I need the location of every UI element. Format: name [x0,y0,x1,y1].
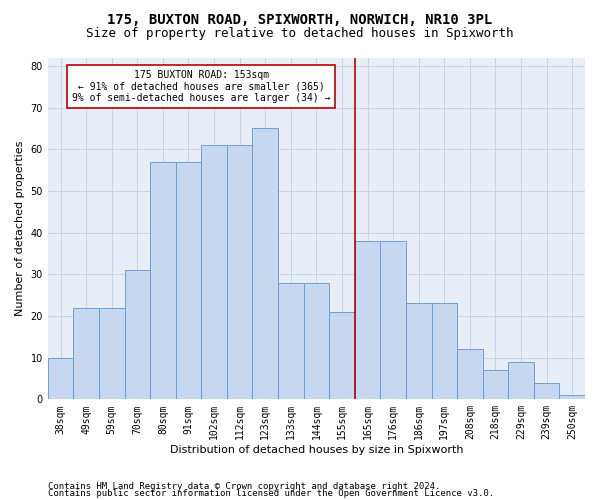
Bar [48,358,73,400]
Bar [559,395,585,400]
Bar [431,304,457,400]
Bar [508,362,534,400]
Bar [304,282,329,400]
Bar [125,270,150,400]
Bar [380,241,406,400]
Bar [355,241,380,400]
Text: Size of property relative to detached houses in Spixworth: Size of property relative to detached ho… [86,28,514,40]
Bar [227,145,253,400]
Bar [406,304,431,400]
Bar [329,312,355,400]
Bar [150,162,176,400]
Bar [201,145,227,400]
Bar [73,308,99,400]
Bar [457,350,482,400]
Bar [176,162,201,400]
Text: Contains HM Land Registry data © Crown copyright and database right 2024.: Contains HM Land Registry data © Crown c… [48,482,440,491]
Bar [99,308,125,400]
Bar [278,282,304,400]
Text: 175 BUXTON ROAD: 153sqm
← 91% of detached houses are smaller (365)
9% of semi-de: 175 BUXTON ROAD: 153sqm ← 91% of detache… [72,70,331,103]
X-axis label: Distribution of detached houses by size in Spixworth: Distribution of detached houses by size … [170,445,463,455]
Bar [534,382,559,400]
Text: 175, BUXTON ROAD, SPIXWORTH, NORWICH, NR10 3PL: 175, BUXTON ROAD, SPIXWORTH, NORWICH, NR… [107,12,493,26]
Text: Contains public sector information licensed under the Open Government Licence v3: Contains public sector information licen… [48,488,494,498]
Bar [482,370,508,400]
Y-axis label: Number of detached properties: Number of detached properties [15,140,25,316]
Bar [253,128,278,400]
